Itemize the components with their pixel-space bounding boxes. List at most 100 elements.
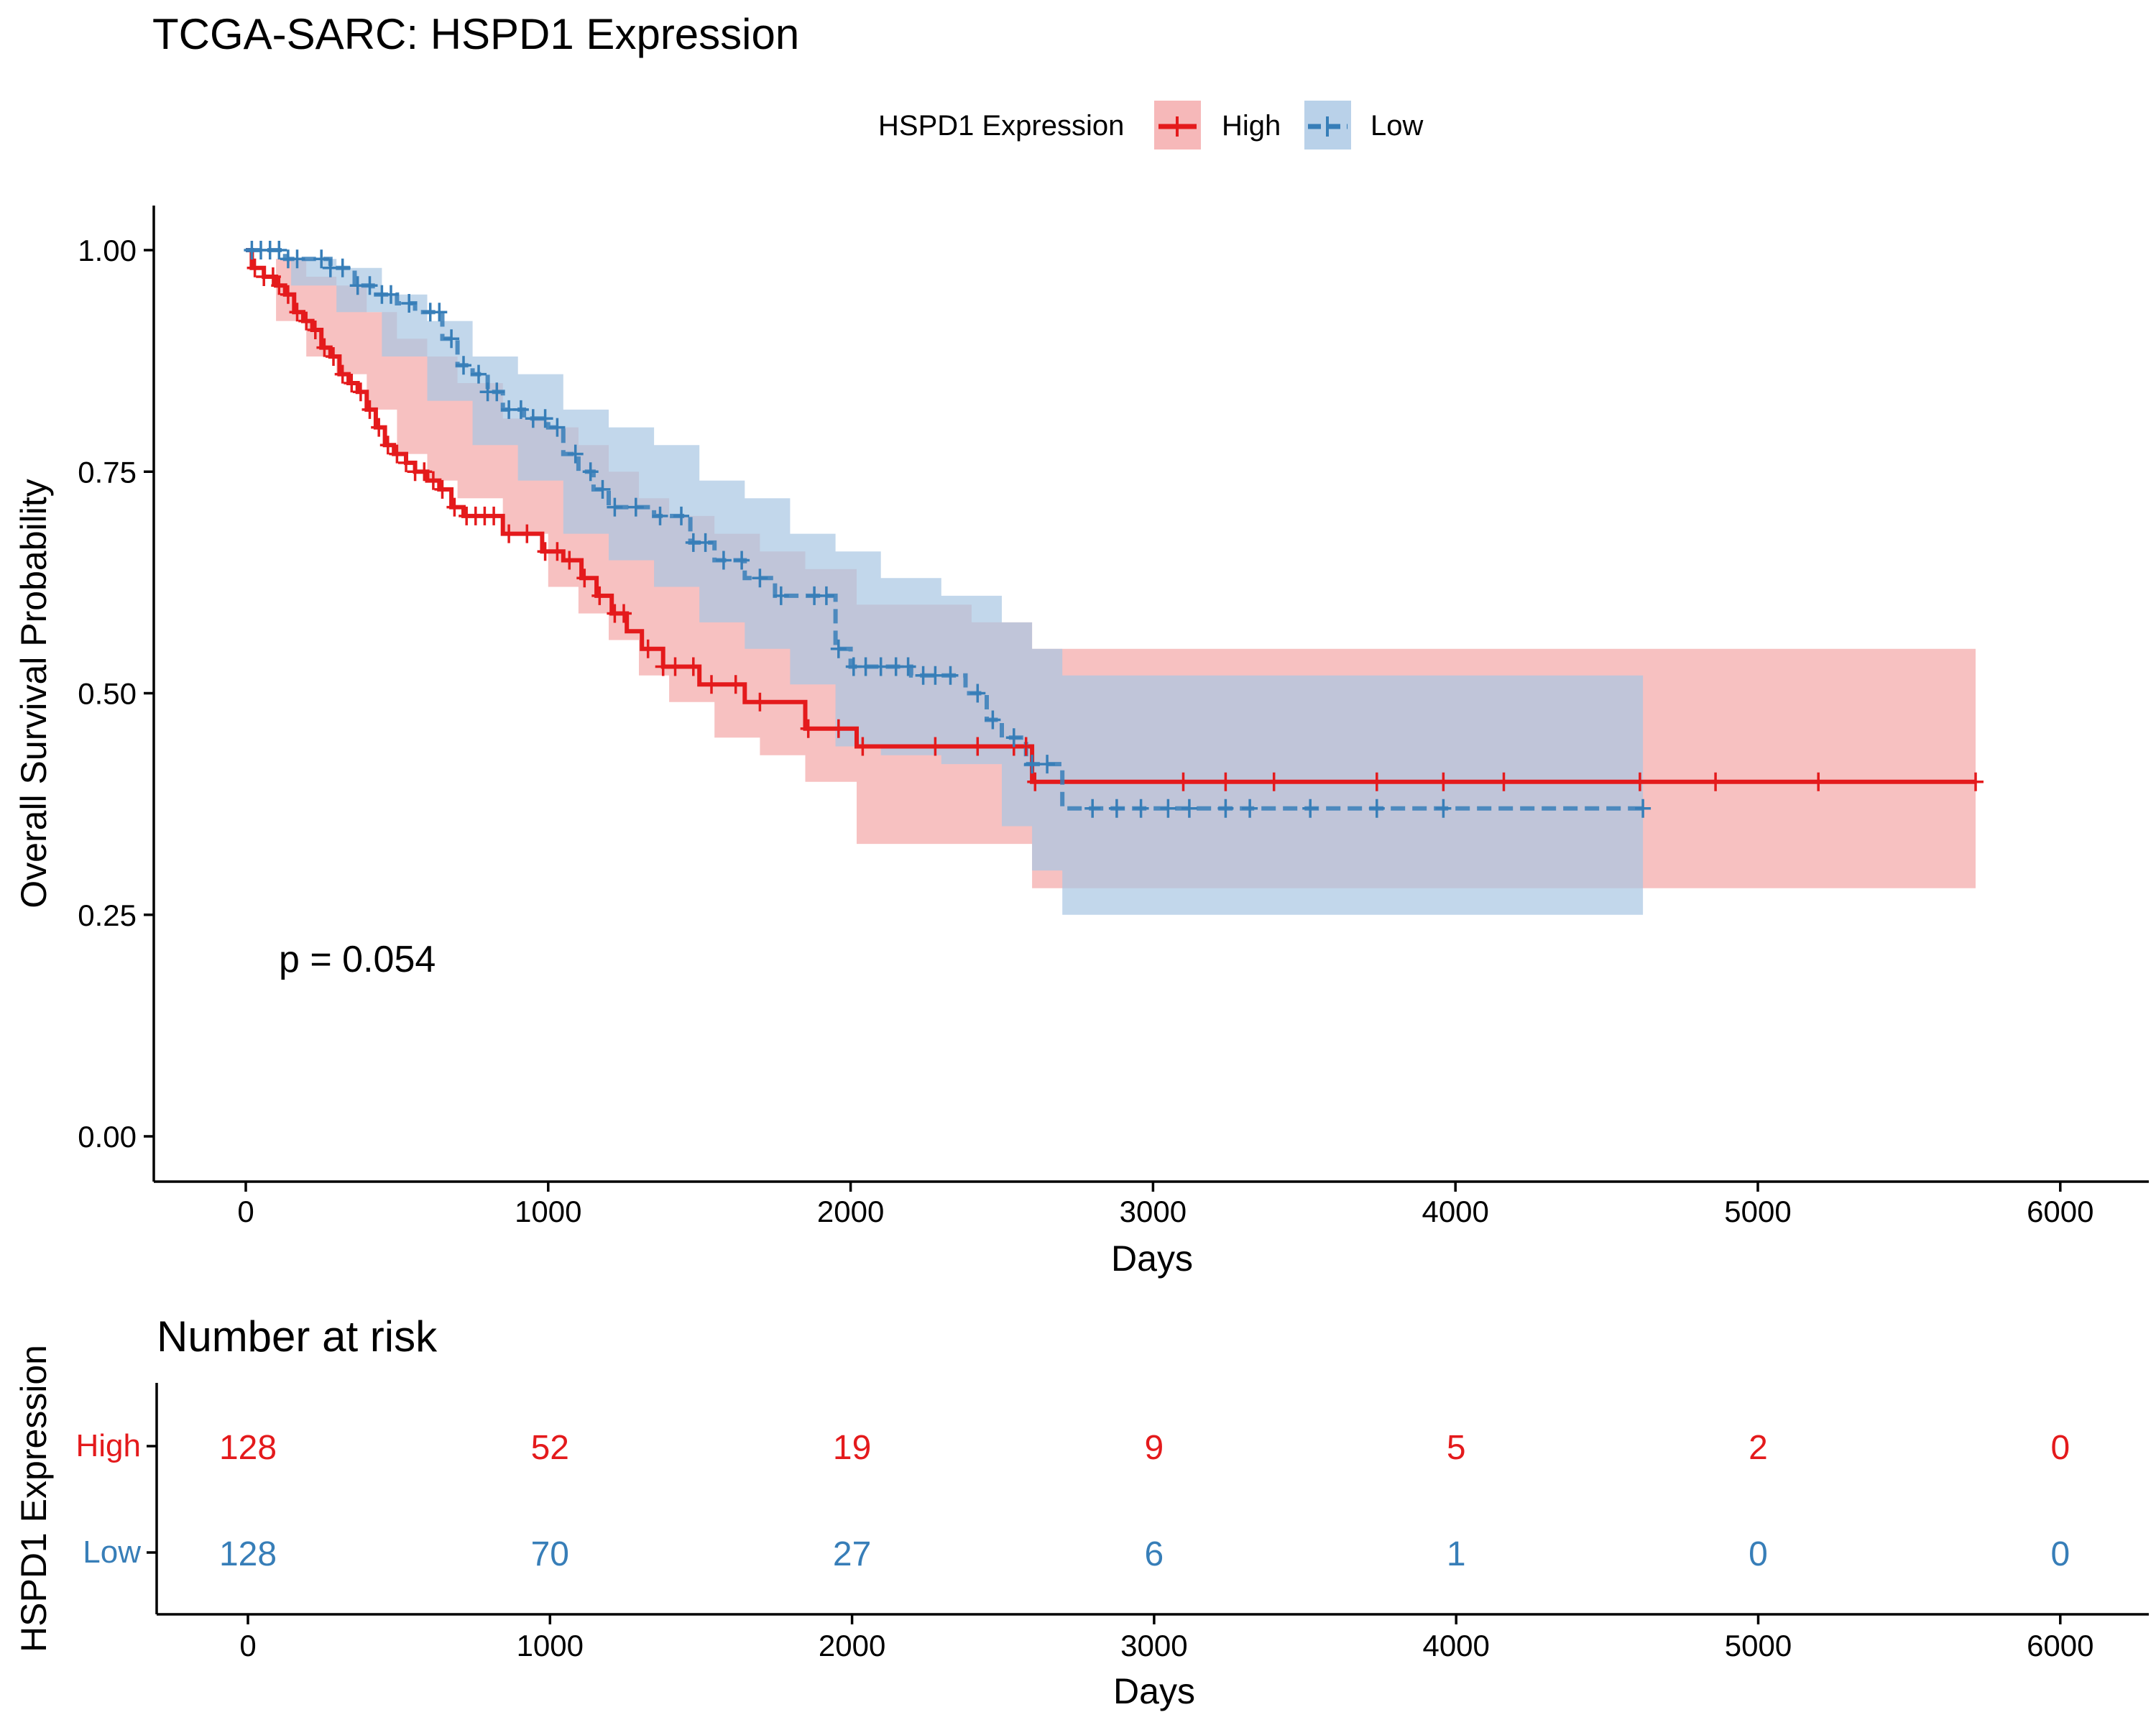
risk-count-high: 128 <box>219 1429 277 1467</box>
high-censor-mark <box>280 285 296 304</box>
low-censor-mark <box>818 586 834 605</box>
x-tick-label: 0 <box>237 1195 254 1228</box>
high-censor-mark <box>1018 737 1034 756</box>
risk-x-tick-label: 0 <box>239 1629 256 1662</box>
high-censor-mark <box>854 737 871 756</box>
high-censor-mark <box>1266 772 1282 791</box>
risk-count-low: 0 <box>2050 1535 2070 1573</box>
risk-count-high: 2 <box>1749 1429 1768 1467</box>
y-ticks: 0.00 0.25 0.50 0.75 1.00 <box>78 234 154 1154</box>
low-censor-mark <box>383 285 399 304</box>
high-censor-mark <box>371 418 387 437</box>
y-axis-label: Overall Survival Probability <box>14 479 54 908</box>
low-censor-mark <box>313 249 330 269</box>
y-tick-label: 0.25 <box>78 898 137 932</box>
low-censor-mark <box>456 356 471 375</box>
risk-x-tick-label: 5000 <box>1725 1629 1792 1662</box>
low-censor-mark <box>1435 799 1452 818</box>
high-censor-mark <box>289 303 305 322</box>
low-censor-mark <box>652 506 668 525</box>
risk-x-tick-label: 1000 <box>517 1629 584 1662</box>
low-censor-mark <box>734 551 750 570</box>
low-censor-mark <box>1217 799 1234 818</box>
risk-count-high: 19 <box>833 1429 871 1467</box>
high-censor-mark <box>1368 772 1385 791</box>
high-censor-mark <box>667 657 683 676</box>
x-axis-label: Days <box>1111 1238 1193 1279</box>
low-censor-mark <box>773 586 789 605</box>
high-censor-mark <box>549 542 566 561</box>
high-censor-mark <box>271 276 287 295</box>
low-censor-mark <box>872 657 889 676</box>
high-censor-mark <box>576 569 593 588</box>
high-censor-mark <box>326 347 341 366</box>
high-censor-mark <box>591 586 608 605</box>
low-censor-mark <box>830 639 847 658</box>
low-censor-mark <box>927 666 944 685</box>
high-censor-mark <box>1968 772 1984 791</box>
high-censor-mark <box>298 311 315 331</box>
risk-count-low: 1 <box>1447 1535 1466 1573</box>
low-censor-mark <box>334 258 351 277</box>
low-censor-mark <box>627 497 644 517</box>
y-tick-label: 1.00 <box>78 234 137 267</box>
low-censor-mark <box>431 303 448 322</box>
x-tick-label: 1000 <box>515 1195 581 1228</box>
risk-count-high: 0 <box>2050 1429 2070 1467</box>
low-censor-mark <box>942 666 959 685</box>
high-censor-mark <box>1435 772 1452 791</box>
high-censor-mark <box>727 675 744 694</box>
risk-count-low: 70 <box>531 1535 569 1573</box>
risk-count-low: 27 <box>833 1535 871 1573</box>
high-censor-mark <box>352 382 369 402</box>
low-censor-mark <box>1635 799 1651 818</box>
x-ticks: 0 1000 2000 3000 4000 5000 6000 <box>237 1182 2094 1228</box>
high-censor-mark <box>927 737 944 756</box>
x-tick-label: 2000 <box>817 1195 884 1228</box>
low-censor-mark <box>582 462 599 482</box>
low-censor-mark <box>900 657 916 676</box>
high-censor-mark <box>344 374 360 392</box>
high-censor-mark <box>1217 772 1234 791</box>
legend-item-low: Low <box>1304 101 1423 150</box>
high-censor-mark <box>685 657 701 676</box>
low-censor-mark <box>1368 799 1385 818</box>
low-censor-mark <box>1181 799 1197 818</box>
high-censor-mark <box>969 737 986 756</box>
risk-count-low: 128 <box>219 1535 277 1573</box>
high-censor-mark <box>446 497 463 517</box>
risk-count-low: 6 <box>1145 1535 1164 1573</box>
high-censor-mark <box>1175 772 1192 791</box>
low-censor-mark <box>1005 728 1022 748</box>
low-censor-mark <box>697 533 714 552</box>
high-censor-mark <box>247 258 263 277</box>
risk-table-title: Number at risk <box>157 1312 438 1361</box>
legend-low-label: Low <box>1370 110 1423 142</box>
y-tick-label: 0.50 <box>78 677 137 711</box>
legend-title: HSPD1 Expression <box>878 110 1124 142</box>
low-confidence-band <box>246 250 1644 915</box>
risk-count-high: 52 <box>531 1429 569 1467</box>
high-censor-mark <box>501 524 517 543</box>
high-censor-mark <box>486 506 502 525</box>
high-censor-mark <box>519 524 535 543</box>
low-censor-mark <box>289 249 305 269</box>
high-censor-mark <box>1631 772 1648 791</box>
low-censor-mark <box>594 479 611 499</box>
legend-high-label: High <box>1222 110 1281 142</box>
high-censor-mark <box>616 604 632 623</box>
low-censor-mark <box>401 294 418 313</box>
low-censor-mark <box>567 444 584 464</box>
x-tick-label: 4000 <box>1422 1195 1488 1228</box>
low-censor-mark <box>857 657 874 676</box>
low-censor-mark <box>443 329 460 349</box>
p-value-label: p = 0.054 <box>279 939 436 980</box>
plot-panel: 0.00 0.25 0.50 0.75 1.00 0 1000 2000 3000 4000 50… <box>14 206 2149 1279</box>
risk-x-tick-label: 2000 <box>819 1629 885 1662</box>
low-censor-mark <box>489 382 505 402</box>
high-censor-mark <box>752 692 768 712</box>
low-censor-mark <box>471 364 487 384</box>
high-censor-mark <box>379 436 396 455</box>
low-censor-mark <box>1133 799 1149 818</box>
risk-x-tick-label: 3000 <box>1120 1629 1187 1662</box>
